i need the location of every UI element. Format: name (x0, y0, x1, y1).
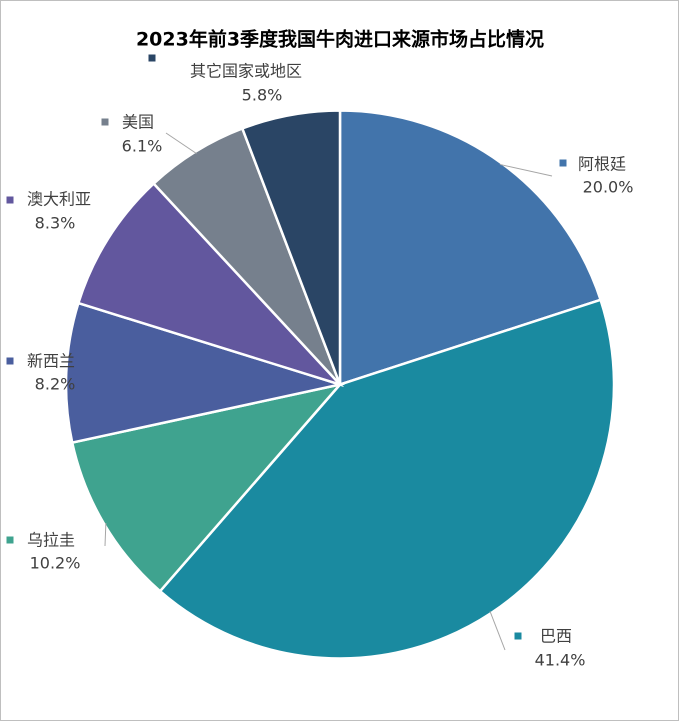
value-label: 6.1% (122, 137, 163, 156)
label-marker (6, 196, 14, 204)
pie-slice (70, 382, 344, 593)
leader-line (104, 522, 107, 547)
category-label: 美国 (122, 113, 154, 132)
leader-line (489, 611, 506, 651)
label-marker (101, 118, 109, 126)
value-label: 20.0% (583, 178, 634, 197)
pie-slice (64, 301, 345, 445)
label-marker (6, 536, 14, 544)
value-label: 8.2% (35, 375, 76, 394)
label-marker (559, 159, 567, 167)
category-label: 新西兰 (27, 352, 75, 371)
category-label: 澳大利亚 (27, 190, 91, 209)
category-label: 巴西 (540, 627, 572, 646)
label-marker (514, 632, 522, 640)
chart-title: 2023年前3季度我国牛肉进口来源市场占比情况 (136, 28, 544, 51)
category-label: 阿根廷 (578, 155, 626, 174)
value-label: 10.2% (30, 554, 81, 573)
label-marker (6, 357, 14, 365)
leader-line (499, 163, 553, 177)
pie-slice (338, 109, 603, 387)
leader-line (165, 132, 197, 154)
category-label: 乌拉圭 (27, 531, 75, 550)
pie-slice (76, 181, 345, 388)
value-label: 5.8% (242, 86, 283, 105)
value-label: 8.3% (35, 214, 76, 233)
pie-slice (240, 109, 342, 385)
label-marker (148, 54, 156, 62)
category-label: 其它国家或地区 (190, 62, 302, 81)
value-label: 41.4% (535, 651, 586, 670)
